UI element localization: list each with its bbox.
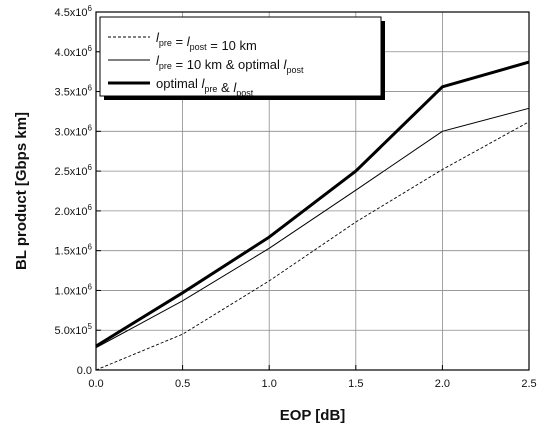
y-tick-label: 4.5x106 <box>55 4 93 19</box>
axis-ticks: 0.0 0.5 1.0 1.5 2.0 2.5 0.0 5.0x105 1.0x106 1.5x1… <box>55 4 537 390</box>
legend-label-3: optimal lpre & lpost <box>156 76 254 98</box>
y-tick-label: 3.5x106 <box>55 84 93 99</box>
plot-frame <box>95 11 530 371</box>
plot-series <box>95 60 530 371</box>
y-tick-label: 2.0x106 <box>55 203 93 218</box>
y-tick-label: 1.5x106 <box>55 243 93 258</box>
y-tick-label: 4.0x106 <box>55 44 93 59</box>
y-tick-label: 5.0x105 <box>55 322 93 337</box>
x-tick-label: 2.0 <box>435 378 450 390</box>
x-tick-label: 1.0 <box>262 378 277 390</box>
legend-label-1: lpre = lpost = 10 km <box>156 30 257 53</box>
x-tick-label: 1.5 <box>348 378 363 390</box>
series-line-3 <box>95 60 530 348</box>
y-tick-label: 0.0 <box>77 365 92 377</box>
series-line-2 <box>95 107 530 349</box>
x-axis-title: EOP [dB] <box>280 407 346 424</box>
x-tick-label: 2.5 <box>521 378 536 390</box>
legend-label-2: lpre = 10 km & optimal lpost <box>156 53 304 75</box>
y-tick-label: 3.0x106 <box>55 123 93 138</box>
x-tick-label: 0.0 <box>88 378 103 390</box>
y-tick-label: 1.0x106 <box>55 282 93 297</box>
y-tick-label: 2.5x106 <box>55 163 93 178</box>
y-axis-title: BL product [Gbps km] <box>13 112 30 270</box>
x-tick-label: 0.5 <box>175 378 190 390</box>
series-line-1 <box>95 121 530 371</box>
